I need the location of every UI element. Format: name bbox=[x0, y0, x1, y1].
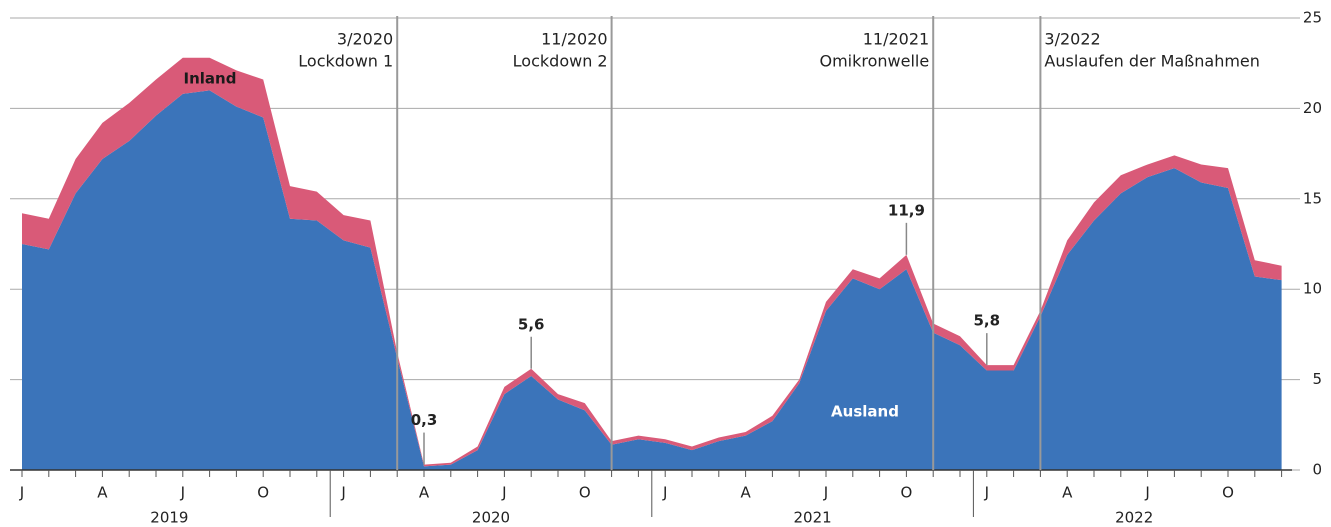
x-tick-label: J bbox=[823, 484, 828, 502]
year-label: 2021 bbox=[794, 509, 832, 527]
x-tick-label: J bbox=[180, 484, 185, 502]
x-tick-label: O bbox=[257, 484, 269, 502]
total-label: 5,6 bbox=[518, 315, 545, 333]
area-1 bbox=[22, 57, 1282, 467]
year-label: 2022 bbox=[1115, 509, 1153, 527]
y-tick-label: 0 bbox=[1312, 461, 1322, 479]
y-tick-label: 5 bbox=[1312, 370, 1322, 388]
x-tick-label: J bbox=[1144, 484, 1149, 502]
x-tick-label: J bbox=[501, 484, 506, 502]
x-tick-label: O bbox=[579, 484, 591, 502]
year-label: 2020 bbox=[472, 509, 510, 527]
x-tick-label: A bbox=[97, 484, 108, 502]
event-label: Lockdown 2 bbox=[513, 52, 608, 71]
event-label: Lockdown 1 bbox=[298, 52, 393, 71]
y-tick-label: 10 bbox=[1303, 280, 1322, 298]
total-label: 11,9 bbox=[888, 201, 925, 219]
area-0 bbox=[22, 90, 1282, 470]
series-label: Ausland bbox=[831, 403, 899, 421]
x-tick-label: O bbox=[900, 484, 912, 502]
x-tick-label: J bbox=[340, 484, 345, 502]
total-label: 0,3 bbox=[411, 411, 438, 429]
y-tick-label: 20 bbox=[1303, 99, 1322, 117]
x-tick-label: A bbox=[740, 484, 751, 502]
y-tick-label: 15 bbox=[1303, 189, 1322, 207]
series-label: Inland bbox=[184, 70, 237, 88]
total-label: 5,8 bbox=[974, 312, 1001, 330]
x-tick-label: J bbox=[19, 484, 24, 502]
x-tick-label: O bbox=[1222, 484, 1234, 502]
x-tick-label: A bbox=[1062, 484, 1073, 502]
x-tick-label: J bbox=[984, 484, 989, 502]
x-tick-label: A bbox=[419, 484, 430, 502]
year-label: 2019 bbox=[150, 509, 188, 527]
event-date: 11/2020 bbox=[541, 30, 607, 49]
x-tick-label: J bbox=[662, 484, 667, 502]
event-date: 3/2020 bbox=[337, 30, 393, 49]
y-tick-label: 25 bbox=[1303, 9, 1322, 27]
event-date: 11/2021 bbox=[863, 30, 929, 49]
event-label: Omikronwelle bbox=[819, 52, 929, 71]
event-label: Auslaufen der Maßnahmen bbox=[1044, 52, 1260, 71]
event-date: 3/2022 bbox=[1044, 30, 1100, 49]
